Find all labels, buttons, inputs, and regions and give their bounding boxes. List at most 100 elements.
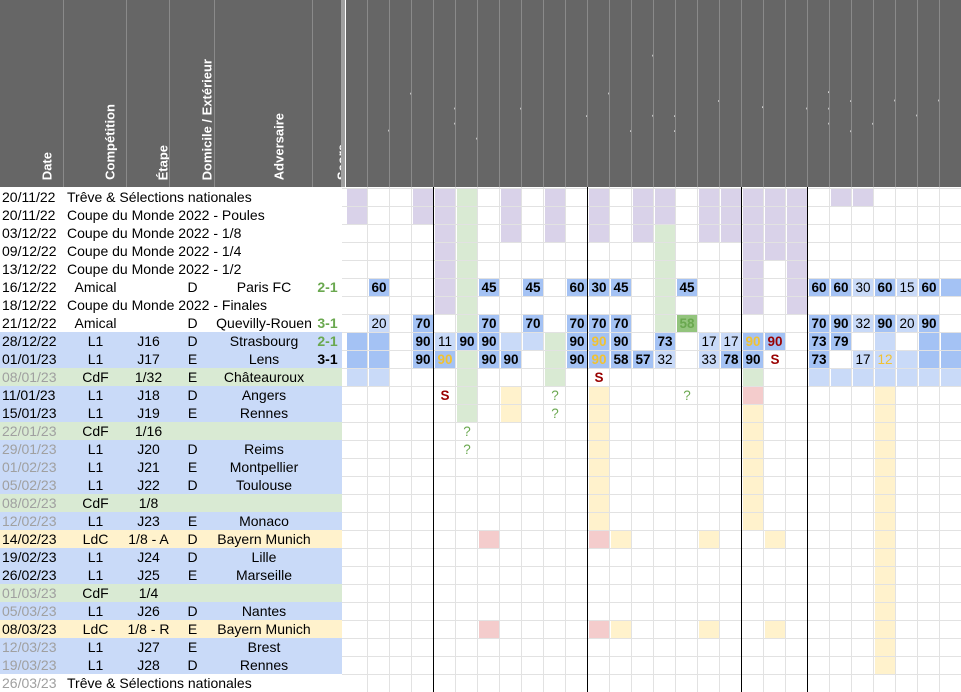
player-cell[interactable] bbox=[457, 369, 477, 386]
player-cell[interactable] bbox=[941, 333, 961, 350]
match-row[interactable]: 05/03/23 L1 J26 D Nantes bbox=[0, 602, 961, 620]
player-cell[interactable] bbox=[589, 513, 609, 530]
player-cell[interactable] bbox=[787, 261, 807, 278]
player-header[interactable]: 15 - Danilo Pereira bbox=[632, 0, 654, 187]
player-header[interactable]: 10 - Neymar bbox=[764, 0, 786, 187]
player-cell[interactable] bbox=[611, 531, 631, 548]
player-cell[interactable] bbox=[941, 279, 961, 296]
player-header[interactable]: 16 - Rico bbox=[368, 0, 390, 187]
player-cell[interactable] bbox=[545, 351, 565, 368]
player-cell[interactable] bbox=[875, 405, 895, 422]
player-cell[interactable] bbox=[589, 477, 609, 494]
player-cell[interactable]: 30 bbox=[589, 279, 609, 296]
player-cell[interactable]: 15 bbox=[897, 279, 917, 296]
player-cell[interactable]: 73 bbox=[809, 351, 829, 368]
match-row[interactable]: 18/12/22 Coupe du Monde 2022 - Finales bbox=[0, 296, 961, 314]
player-header[interactable]: 17 - Vitinha bbox=[654, 0, 676, 187]
player-header[interactable]: 26 - Mukiele bbox=[566, 0, 588, 187]
column-header[interactable]: Adversaire bbox=[215, 0, 313, 187]
player-cell[interactable]: 90 bbox=[479, 351, 499, 368]
player-cell[interactable] bbox=[831, 369, 851, 386]
player-cell[interactable] bbox=[875, 603, 895, 620]
player-cell[interactable] bbox=[655, 225, 675, 242]
player-cell[interactable]: 78 bbox=[721, 351, 741, 368]
player-cell[interactable]: 70 bbox=[523, 315, 543, 332]
player-cell[interactable] bbox=[435, 225, 455, 242]
player-cell[interactable] bbox=[919, 351, 939, 368]
match-row[interactable]: 01/02/23 L1 J21 E Montpellier bbox=[0, 458, 961, 476]
player-cell[interactable] bbox=[743, 495, 763, 512]
player-header[interactable]: 18 - Sanches bbox=[676, 0, 698, 187]
player-cell[interactable] bbox=[875, 333, 895, 350]
player-cell[interactable]: S bbox=[594, 370, 604, 385]
player-cell[interactable]: 60 bbox=[369, 279, 389, 296]
column-header[interactable]: Compétition bbox=[64, 0, 127, 187]
column-header[interactable]: Étape bbox=[127, 0, 170, 187]
column-header[interactable]: Date bbox=[0, 0, 64, 187]
match-row[interactable]: 05/02/23 L1 J22 D Toulouse bbox=[0, 476, 961, 494]
player-cell[interactable] bbox=[633, 225, 653, 242]
player-cell[interactable] bbox=[743, 261, 763, 278]
player-cell[interactable]: 90 bbox=[589, 333, 609, 350]
match-row[interactable]: 26/03/23 Trêve & Sélections nationales bbox=[0, 674, 961, 692]
player-cell[interactable] bbox=[633, 207, 653, 224]
player-cell[interactable]: 90 bbox=[457, 333, 477, 350]
player-cell[interactable] bbox=[413, 207, 433, 224]
player-cell[interactable]: 20 bbox=[369, 315, 389, 332]
player-cell[interactable] bbox=[743, 405, 763, 422]
player-header[interactable]: 25 - Nuno Mendes bbox=[544, 0, 566, 187]
match-row[interactable]: 20/11/22 Trêve & Sélections nationales bbox=[0, 188, 961, 206]
player-cell[interactable]: 70 bbox=[809, 315, 829, 332]
player-cell[interactable]: 73 bbox=[655, 333, 675, 350]
player-cell[interactable]: 45 bbox=[523, 279, 543, 296]
player-cell[interactable]: 70 bbox=[567, 315, 587, 332]
player-cell[interactable] bbox=[787, 207, 807, 224]
player-cell[interactable] bbox=[765, 531, 785, 548]
player-cell[interactable]: 90 bbox=[611, 333, 631, 350]
player-cell[interactable] bbox=[457, 189, 477, 206]
player-header[interactable]: 44 - Ekitiké bbox=[808, 0, 830, 187]
player-cell[interactable] bbox=[941, 351, 961, 368]
player-cell[interactable]: 90 bbox=[589, 351, 609, 368]
match-row[interactable]: 12/02/23 L1 J23 E Monaco bbox=[0, 512, 961, 530]
player-cell[interactable] bbox=[787, 297, 807, 314]
player-cell[interactable]: 30 bbox=[853, 279, 873, 296]
player-cell[interactable] bbox=[655, 279, 675, 296]
match-row[interactable]: 21/12/22 Amical D Quevilly-Rouen 3-1 bbox=[0, 314, 961, 332]
player-cell[interactable] bbox=[875, 369, 895, 386]
player-cell[interactable] bbox=[765, 207, 785, 224]
player-cell[interactable]: 70 bbox=[611, 315, 631, 332]
player-cell[interactable] bbox=[875, 513, 895, 530]
player-cell[interactable] bbox=[369, 333, 389, 350]
player-header[interactable]: 8 - Ruiz bbox=[610, 0, 632, 187]
match-row[interactable]: 13/12/22 Coupe du Monde 2022 - 1/2 bbox=[0, 260, 961, 278]
match-row[interactable]: 12/03/23 L1 J27 E Brest bbox=[0, 638, 961, 656]
player-cell[interactable] bbox=[853, 369, 873, 386]
player-cell[interactable] bbox=[809, 369, 829, 386]
player-cell[interactable]: 90 bbox=[919, 315, 939, 332]
player-header[interactable]: 99 - Donnarumma bbox=[412, 0, 434, 187]
player-cell[interactable] bbox=[721, 207, 741, 224]
player-cell[interactable] bbox=[611, 621, 631, 638]
player-cell[interactable]: 90 bbox=[765, 333, 785, 350]
player-header[interactable]: 90 - Letellier bbox=[390, 0, 412, 187]
player-cell[interactable] bbox=[699, 621, 719, 638]
player-cell[interactable]: 58 bbox=[611, 351, 631, 368]
player-cell[interactable]: 45 bbox=[611, 279, 631, 296]
player-header[interactable]: 19 - Sarabia bbox=[698, 0, 720, 187]
player-header[interactable]: 35 - Gharbi bbox=[874, 0, 896, 187]
player-cell[interactable] bbox=[589, 495, 609, 512]
player-cell[interactable] bbox=[589, 441, 609, 458]
player-cell[interactable] bbox=[743, 243, 763, 260]
player-cell[interactable]: ? bbox=[463, 442, 471, 457]
player-cell[interactable] bbox=[523, 333, 543, 350]
player-cell[interactable] bbox=[919, 369, 939, 386]
player-cell[interactable]: 12 bbox=[875, 351, 895, 368]
match-row[interactable]: 01/01/23 L1 J17 E Lens 3-1 bbox=[0, 350, 961, 368]
player-header[interactable]: 28 - Soler bbox=[720, 0, 742, 187]
player-cell[interactable] bbox=[875, 495, 895, 512]
player-cell[interactable] bbox=[897, 351, 917, 368]
player-cell[interactable] bbox=[743, 513, 763, 530]
match-row[interactable]: 15/01/23 L1 J19 E Rennes bbox=[0, 404, 961, 422]
column-header[interactable]: Score bbox=[313, 0, 342, 187]
